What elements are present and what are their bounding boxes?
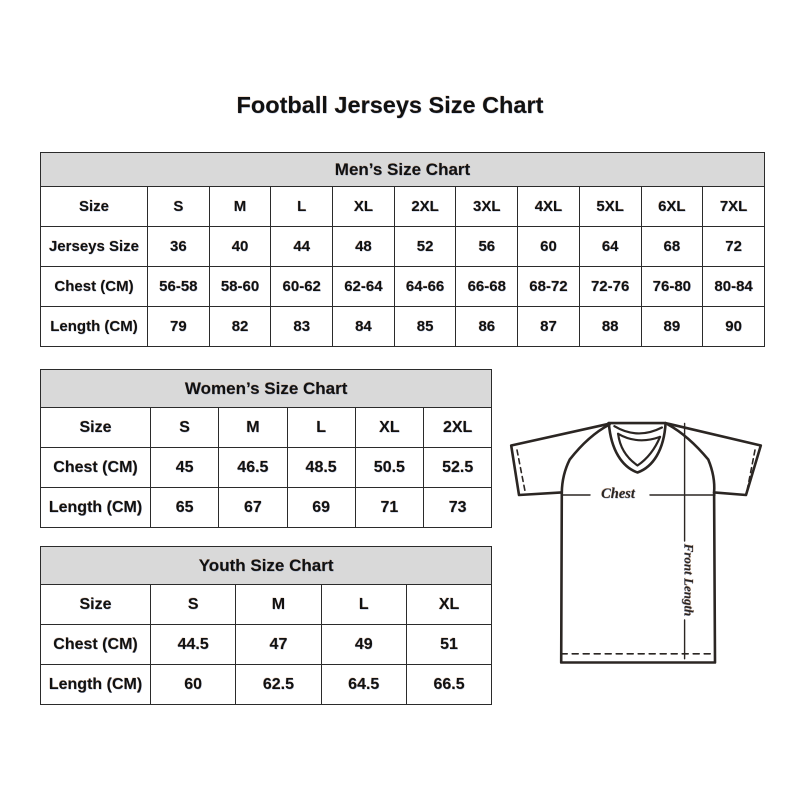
svg-text:Chest: Chest xyxy=(601,486,636,502)
svg-text:Front Length: Front Length xyxy=(682,543,697,617)
